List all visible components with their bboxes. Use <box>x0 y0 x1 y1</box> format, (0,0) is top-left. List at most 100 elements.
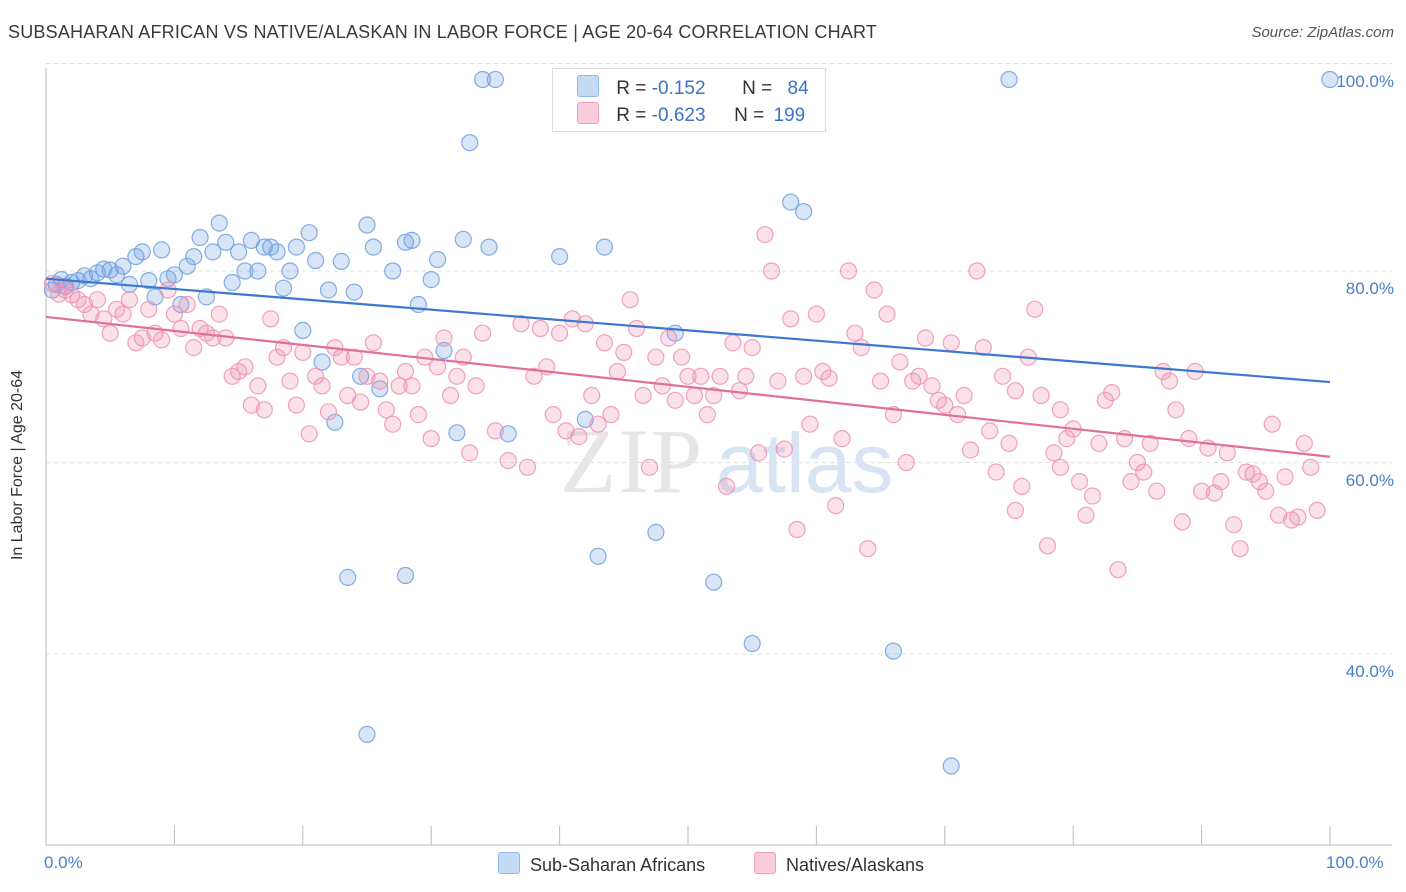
data-point <box>820 369 838 387</box>
data-point <box>550 324 569 342</box>
data-point <box>1218 444 1236 462</box>
data-point <box>871 372 890 390</box>
data-point <box>287 396 305 414</box>
data-point <box>384 262 402 280</box>
data-point <box>672 348 691 366</box>
data-point <box>307 367 325 385</box>
data-point <box>679 367 697 385</box>
data-point <box>936 396 954 414</box>
trend-line <box>45 277 1331 384</box>
data-point <box>1225 516 1243 534</box>
y-tick-label: 80.0% <box>1345 279 1394 298</box>
data-point <box>698 406 716 424</box>
bottom-legend-natives: Natives/Alaskans <box>754 852 924 876</box>
data-point <box>942 757 960 775</box>
data-point <box>846 324 864 342</box>
data-point <box>627 319 646 338</box>
data-point <box>1083 487 1102 505</box>
data-point <box>287 238 305 256</box>
data-point <box>987 463 1005 481</box>
data-point <box>204 243 222 261</box>
data-point <box>1289 508 1307 526</box>
legend-n-value: 84 <box>787 78 809 99</box>
data-point <box>801 415 819 433</box>
data-point <box>550 248 569 266</box>
data-point <box>743 339 761 357</box>
data-point <box>268 348 286 366</box>
data-point <box>865 281 883 299</box>
data-point <box>165 266 183 284</box>
data-point <box>384 415 402 433</box>
data-point <box>474 70 492 89</box>
data-point <box>345 348 363 366</box>
data-point <box>647 523 665 542</box>
data-point <box>1141 434 1159 452</box>
data-point <box>897 453 915 472</box>
data-point <box>1006 501 1025 519</box>
trend-lines <box>45 277 1331 458</box>
data-point <box>589 547 607 565</box>
data-point <box>486 422 504 440</box>
data-point <box>185 339 203 357</box>
data-point <box>981 422 999 440</box>
x-tick-label-max: 100.0% <box>1326 853 1384 872</box>
data-point <box>435 341 453 360</box>
data-point <box>133 243 151 261</box>
data-point <box>595 238 614 256</box>
data-point <box>884 642 903 660</box>
data-point <box>788 520 806 539</box>
data-point <box>910 367 928 385</box>
data-point <box>570 428 588 446</box>
y-tick-label: 100.0% <box>1336 71 1394 91</box>
data-point <box>583 386 601 405</box>
data-point <box>685 386 704 405</box>
data-point <box>191 228 209 247</box>
data-point <box>1135 463 1153 481</box>
data-point <box>165 305 183 323</box>
data-point <box>358 725 376 744</box>
data-point <box>891 353 909 371</box>
bottom-legend-swatch-pink <box>754 852 776 874</box>
source-label: Source: ZipAtlas.com <box>1251 24 1394 41</box>
data-point <box>403 231 421 249</box>
data-point <box>724 334 742 352</box>
data-point <box>1026 300 1044 318</box>
bottom-legend-label: Sub-Saharan Africans <box>530 855 706 875</box>
data-point <box>705 573 723 591</box>
data-point <box>923 377 941 395</box>
legend-r-label: R = <box>616 78 647 99</box>
data-point <box>486 70 504 89</box>
data-point <box>101 324 119 342</box>
data-point <box>319 403 338 421</box>
data-point <box>262 310 280 328</box>
data-point <box>968 262 986 280</box>
data-point <box>140 272 158 290</box>
data-point <box>313 377 331 395</box>
data-point <box>210 214 228 232</box>
data-point <box>1000 70 1018 89</box>
data-point <box>185 248 203 266</box>
data-point <box>178 295 196 314</box>
data-point <box>230 243 248 261</box>
x-tick-label-min: 0.0% <box>44 853 83 872</box>
data-point <box>300 224 318 242</box>
data-point <box>294 343 312 361</box>
data-point <box>1045 444 1063 462</box>
data-point <box>249 377 267 395</box>
data-point <box>236 358 254 376</box>
data-point <box>448 424 466 442</box>
data-point <box>730 382 749 400</box>
data-point <box>576 410 594 428</box>
data-point <box>403 377 421 395</box>
data-point <box>993 367 1012 385</box>
data-point <box>955 386 973 405</box>
data-point <box>294 321 312 339</box>
data-point <box>1308 501 1326 519</box>
data-point <box>1302 458 1320 476</box>
data-point <box>749 444 768 462</box>
data-point <box>114 305 132 323</box>
data-point <box>589 415 607 433</box>
data-point <box>737 367 755 385</box>
data-point <box>133 329 151 347</box>
